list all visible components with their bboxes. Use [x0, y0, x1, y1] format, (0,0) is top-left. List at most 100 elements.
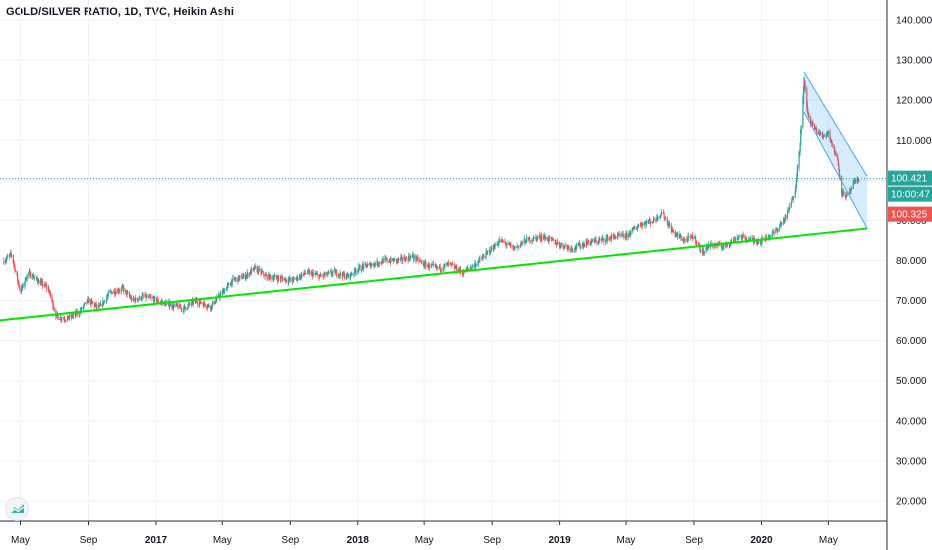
candle-body [734, 239, 737, 241]
price-tag-bg [888, 170, 932, 186]
candle-body [187, 304, 189, 309]
candle-body [16, 270, 18, 276]
candle-body [502, 241, 504, 242]
x-tick-label: 2019 [549, 535, 572, 546]
candle-body [8, 255, 11, 257]
candle-body [571, 247, 573, 249]
candle-body [638, 224, 640, 226]
candle-body [105, 300, 107, 302]
candle-body [491, 248, 493, 250]
candle-body [744, 236, 747, 240]
candle-body [51, 299, 54, 302]
candle-body [13, 260, 15, 265]
candle-body [377, 261, 379, 265]
candle-body [382, 258, 384, 263]
candle-body [338, 275, 341, 277]
candle-body [556, 244, 558, 246]
candle-body [519, 244, 521, 248]
candle-body [99, 305, 101, 307]
candle-body [802, 96, 804, 128]
candle-body [560, 244, 562, 247]
candle-body [285, 279, 288, 282]
candle-body [274, 275, 276, 277]
y-tick-label: 80.000 [896, 256, 927, 267]
candle-body [34, 277, 36, 279]
candle-body [30, 276, 32, 279]
candle-body [688, 236, 690, 238]
candle-body [494, 243, 496, 250]
candle-body [549, 236, 551, 238]
candle-body [88, 298, 90, 303]
candle-body [117, 290, 119, 292]
candle-body [200, 300, 202, 304]
candle-body [427, 264, 430, 269]
candle-body [370, 265, 372, 267]
candle-body [544, 236, 546, 239]
candle-body [92, 302, 94, 304]
candle-body [684, 239, 686, 241]
candle-body [750, 237, 752, 239]
candle-body [84, 303, 86, 305]
candle-body [14, 270, 17, 272]
candle-body [141, 295, 143, 300]
candle-body [784, 218, 786, 222]
candle-body [158, 301, 160, 303]
candle-body [91, 301, 93, 303]
candle-body [842, 190, 844, 195]
candle-body [404, 257, 406, 261]
candle-body [843, 191, 845, 197]
candle-body [666, 218, 669, 225]
candle-body [401, 256, 403, 261]
candle-body [771, 232, 774, 236]
candle-body [611, 235, 613, 240]
candle-body [225, 290, 227, 292]
candle-body [148, 296, 150, 298]
candle-body [693, 237, 696, 239]
candle-body [5, 259, 7, 262]
candle-body [707, 248, 709, 250]
candle-body [632, 227, 634, 232]
candle-body [822, 135, 825, 137]
candle-body [759, 241, 761, 243]
candle-body [796, 175, 798, 183]
candle-body [552, 239, 555, 241]
candle-body [699, 245, 701, 252]
candle-body [575, 247, 577, 249]
candle-body [702, 249, 705, 255]
candle-body [448, 262, 450, 264]
candle-body [216, 296, 218, 301]
candle-body [41, 281, 44, 286]
candle-body [562, 243, 564, 247]
candle-body [142, 295, 144, 296]
candle-body [595, 239, 597, 243]
candle-body [771, 234, 773, 237]
candle-body [723, 245, 725, 248]
candle-body [765, 236, 768, 240]
candle-body [657, 217, 659, 219]
candle-body [312, 272, 315, 275]
candle-body [812, 122, 814, 126]
candle-body [288, 279, 290, 283]
candle-body [581, 244, 583, 247]
candle-body [649, 220, 651, 224]
candle-body [606, 237, 608, 239]
candle-body [829, 131, 831, 140]
candle-body [829, 137, 832, 142]
candle-body [388, 260, 390, 262]
candle-body [564, 245, 566, 249]
candle-body [695, 241, 697, 244]
candle-body [671, 229, 674, 232]
candle-body [676, 233, 679, 237]
candle-body [586, 242, 588, 245]
tradingview-logo-icon[interactable] [5, 497, 29, 521]
candle-body [430, 265, 432, 266]
candle-body [780, 223, 782, 225]
candle-body [529, 237, 531, 243]
candle-body [280, 277, 282, 280]
candle-body [346, 274, 348, 276]
candle-body [798, 151, 800, 169]
candle-body [367, 264, 369, 267]
candle-body [737, 237, 739, 239]
